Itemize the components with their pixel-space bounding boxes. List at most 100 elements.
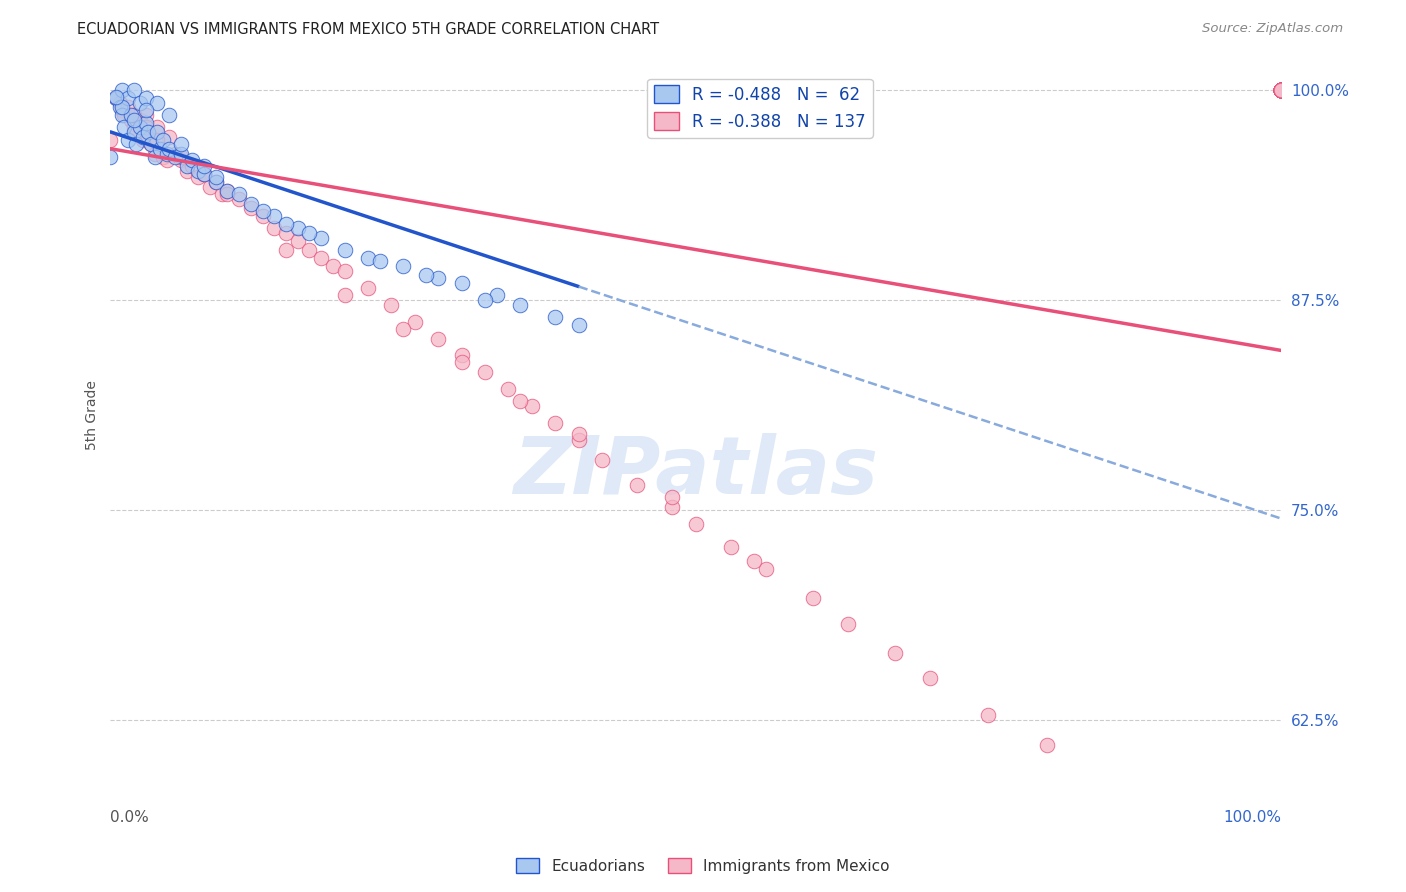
Point [1036,739,1059,753]
Point [132,133,155,147]
Point [136,130,159,145]
Point [217,184,239,198]
Point [415,268,437,282]
Point [263,220,285,235]
Point [357,281,380,295]
Point [977,708,1000,723]
Point [1270,83,1292,97]
Point [125,125,148,139]
Point [204,175,226,189]
Point [427,271,450,285]
Point [1270,83,1292,97]
Point [121,113,143,128]
Point [1270,83,1292,97]
Point [1270,83,1292,97]
Point [111,83,134,97]
Point [198,180,221,194]
Point [1270,83,1292,97]
Point [228,187,250,202]
Point [568,433,591,447]
Point [1270,83,1292,97]
Point [122,120,145,134]
Point [108,96,131,111]
Text: ZIPatlas: ZIPatlas [513,433,879,511]
Point [333,288,356,302]
Point [146,96,169,111]
Point [1270,83,1292,97]
Point [1270,83,1292,97]
Point [217,184,239,198]
Point [274,243,297,257]
Point [187,170,209,185]
Point [122,125,145,139]
Point [146,133,169,147]
Point [1270,83,1292,97]
Point [544,416,567,430]
Point [368,254,391,268]
Point [228,192,250,206]
Point [135,108,157,122]
Point [157,108,180,122]
Point [114,108,136,122]
Point [404,315,426,329]
Point [108,100,131,114]
Point [125,136,148,151]
Point [239,201,262,215]
Point [450,276,472,290]
Point [148,142,170,156]
Point [720,540,742,554]
Point [211,187,233,202]
Point [333,243,356,257]
Point [474,293,496,307]
Text: 100.0%: 100.0% [1223,810,1281,825]
Point [155,146,177,161]
Point [187,163,209,178]
Point [100,150,122,164]
Point [163,150,186,164]
Point [1270,83,1292,97]
Point [1270,83,1292,97]
Point [152,150,174,164]
Point [1270,83,1292,97]
Point [485,288,508,302]
Point [252,209,274,223]
Point [1270,83,1292,97]
Point [176,159,198,173]
Point [128,120,150,134]
Point [217,187,239,202]
Text: 0.0%: 0.0% [111,810,149,825]
Point [1270,83,1292,97]
Point [135,120,157,134]
Point [114,120,136,134]
Point [837,617,859,632]
Point [135,103,157,117]
Point [122,113,145,128]
Point [1270,83,1292,97]
Point [100,133,122,147]
Point [1270,83,1292,97]
Point [509,298,531,312]
Point [122,83,145,97]
Point [141,136,163,151]
Point [392,260,415,274]
Point [685,516,707,531]
Point [1270,83,1292,97]
Legend: Ecuadorians, Immigrants from Mexico: Ecuadorians, Immigrants from Mexico [510,852,896,880]
Point [1270,83,1292,97]
Point [157,142,180,156]
Point [287,234,309,248]
Point [1270,83,1292,97]
Point [128,113,150,128]
Point [169,146,191,161]
Point [1270,83,1292,97]
Point [474,365,496,379]
Point [1270,83,1292,97]
Point [357,251,380,265]
Point [450,355,472,369]
Point [661,490,683,504]
Point [591,452,613,467]
Point [157,130,180,145]
Point [918,671,941,685]
Point [742,553,765,567]
Point [1270,83,1292,97]
